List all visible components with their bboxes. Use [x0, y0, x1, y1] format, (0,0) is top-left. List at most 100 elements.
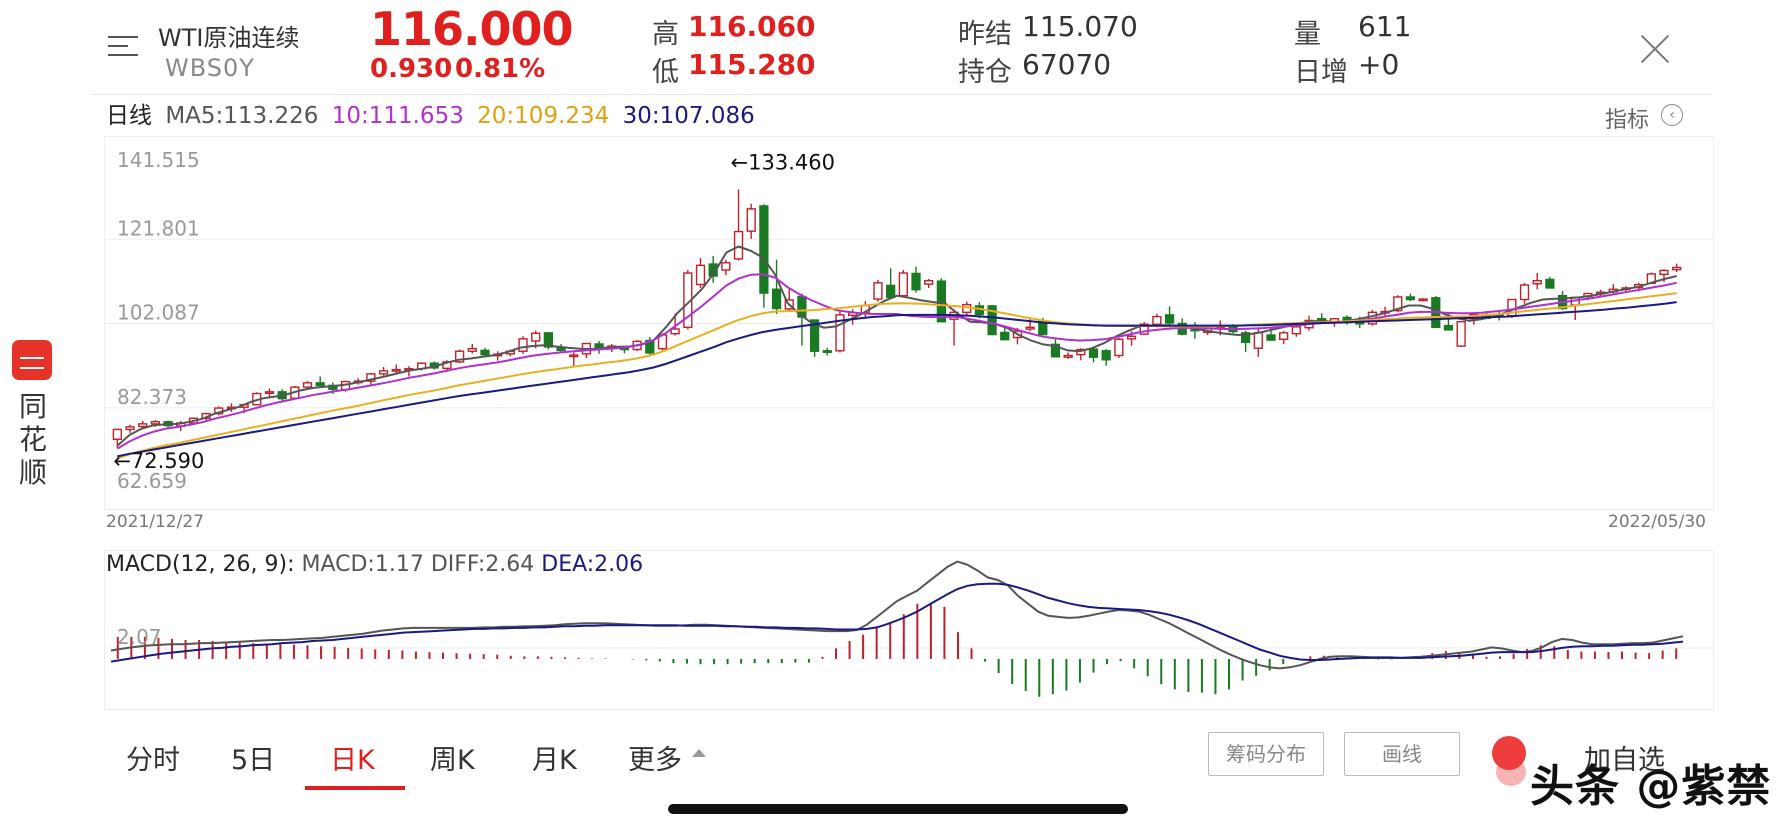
candle-body: [391, 368, 401, 372]
candle-body: [125, 426, 135, 431]
candle-body: [1456, 321, 1466, 347]
candle-body: [1114, 338, 1124, 357]
candle-body: [366, 373, 376, 382]
candle-body: [264, 391, 275, 395]
macd-title: MACD(12, 26, 9):: [106, 552, 295, 577]
candle-body: [1050, 343, 1061, 358]
ma5-label: MA5:113.226: [165, 103, 319, 129]
tab-daily-k[interactable]: 日K: [330, 745, 375, 776]
candle-body: [112, 428, 122, 440]
candle-body: [1393, 296, 1403, 312]
open-interest-value: 67070: [1022, 48, 1112, 81]
low-label: 低: [652, 57, 679, 88]
candle-body: [150, 421, 161, 425]
app-name[interactable]: 同花顺: [18, 390, 47, 489]
x-end-date: 2022/05/30: [1608, 512, 1706, 532]
volume-value: 611: [1358, 10, 1412, 43]
candle-body: [873, 282, 883, 300]
last-price: 116.000: [370, 2, 574, 56]
volume-label: 量: [1294, 19, 1321, 50]
candle-body: [1076, 348, 1086, 356]
ma-line-ma10: [116, 273, 1677, 450]
chip-distribution-button[interactable]: 筹码分布: [1208, 732, 1324, 776]
candle-body: [378, 370, 389, 375]
high-value: 116.060: [688, 10, 816, 43]
y-tick-label: 121.801: [117, 216, 200, 240]
watermark-text: 头条 @紫禁: [1530, 761, 1772, 812]
daily-increase-label: 日增: [1294, 57, 1348, 88]
candle-body: [454, 350, 465, 363]
candle-body: [924, 280, 934, 285]
candle-body: [1279, 332, 1289, 340]
candle-body: [1443, 324, 1454, 331]
candle-body: [1240, 332, 1251, 343]
candle-body: [1545, 278, 1555, 289]
price-change-pct: 0.81%: [455, 54, 546, 84]
symbol-name: WTI原油连续: [158, 24, 300, 52]
add-to-watchlist-button[interactable]: 加自选: [1584, 745, 1665, 776]
candle-body: [822, 350, 832, 353]
dea-line: [110, 582, 1684, 663]
candle-body: [670, 328, 680, 335]
candle-body: [898, 272, 908, 297]
symbol-code: WBS0Y: [165, 54, 255, 82]
macd-value: MACD:1.17: [301, 552, 424, 577]
y-tick-label: 141.515: [117, 148, 200, 172]
candle-body: [936, 280, 947, 323]
candle-body: [315, 382, 325, 387]
chevron-left-icon[interactable]: ‹: [1661, 104, 1683, 126]
tab-monthly-k[interactable]: 月K: [532, 745, 577, 776]
tab-more[interactable]: 更多: [628, 745, 682, 776]
candle-body: [1164, 314, 1175, 324]
candle-body: [518, 338, 528, 352]
candle-body: [886, 284, 896, 299]
indicator-button[interactable]: 指标: [1605, 108, 1650, 133]
candle-body: [1152, 315, 1162, 325]
macd-chart[interactable]: 2.07: [104, 550, 1714, 710]
open-interest-label: 持仓: [958, 57, 1012, 88]
macd-y-tick: 2.07: [117, 625, 162, 649]
period-label: 日线: [106, 103, 152, 129]
candle-body: [1063, 354, 1073, 358]
candle-body: [759, 205, 769, 294]
candle-body: [302, 382, 313, 388]
candle-body: [1139, 323, 1149, 335]
add-watch-dot-icon[interactable]: [1492, 736, 1526, 770]
tab-weekly-k[interactable]: 周K: [430, 745, 475, 776]
diff-line: [110, 560, 1684, 670]
low-value: 115.280: [688, 48, 816, 81]
max-price-annotation: ←133.460: [731, 150, 835, 174]
candle-body: [1025, 326, 1035, 330]
ma-line-ma20: [116, 292, 1677, 460]
min-price-annotation: ←72.590: [113, 449, 204, 473]
close-icon[interactable]: [1636, 30, 1674, 68]
kline-chart[interactable]: 141.515 121.801 102.087 82.373 62.659 ←133.4…: [104, 136, 1714, 510]
candle-body: [569, 354, 579, 358]
tab-5day[interactable]: 5日: [231, 745, 276, 776]
menu-icon[interactable]: [108, 34, 142, 60]
ma-line-ma30: [117, 301, 1677, 458]
x-start-date: 2021/12/27: [106, 512, 204, 532]
ma20-label: 20:109.234: [477, 103, 610, 129]
candle-body: [987, 305, 997, 336]
ma-line-ma5: [116, 245, 1677, 447]
draw-line-button[interactable]: 画线: [1344, 732, 1460, 776]
candle-body: [467, 347, 477, 352]
home-indicator[interactable]: [668, 804, 1128, 814]
app-logo-icon[interactable]: [12, 340, 52, 380]
candle-body: [1418, 298, 1428, 302]
candle-body: [1405, 296, 1416, 301]
candle-body: [1101, 350, 1111, 361]
candle-body: [708, 263, 718, 277]
caret-up-icon[interactable]: [692, 749, 706, 757]
active-tab-indicator: [305, 786, 405, 790]
candle-body: [1266, 334, 1276, 341]
candle-body: [1519, 284, 1530, 301]
candle-body: [1672, 266, 1682, 271]
prev-settle-value: 115.070: [1022, 10, 1138, 43]
candle-body: [1532, 280, 1542, 285]
ma30-label: 30:107.086: [622, 103, 755, 129]
tab-intraday[interactable]: 分时: [126, 745, 180, 776]
candle-body: [911, 272, 921, 291]
prev-settle-label: 昨结: [958, 19, 1012, 50]
